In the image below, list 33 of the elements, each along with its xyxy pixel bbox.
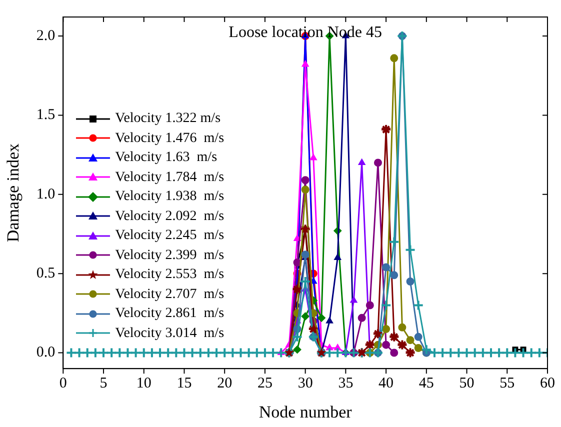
legend-label: Velocity 2.553 m/s bbox=[115, 266, 224, 284]
y-tick-label: 2.0 bbox=[36, 28, 56, 44]
x-tick-label: 60 bbox=[540, 376, 555, 392]
legend-label: Velocity 3.014 m/s bbox=[115, 324, 224, 342]
legend-label: Velocity 2.399 m/s bbox=[115, 246, 224, 264]
legend-label: Velocity 1.322 m/s bbox=[115, 110, 221, 128]
x-tick-label: 40 bbox=[378, 376, 394, 392]
x-tick-label: 10 bbox=[136, 376, 152, 392]
x-tick-label: 0 bbox=[59, 376, 67, 392]
y-tick-label: 0.0 bbox=[36, 344, 56, 361]
x-tick-label: 50 bbox=[459, 376, 474, 392]
y-tick-label: 1.5 bbox=[36, 107, 56, 124]
y-axis-title: Damage index bbox=[4, 142, 23, 242]
y-tick-label: 1.0 bbox=[36, 186, 56, 202]
legend-label: Velocity 1.476 m/s bbox=[115, 130, 224, 148]
x-tick-label: 5 bbox=[100, 376, 108, 392]
x-tick-label: 15 bbox=[176, 376, 192, 392]
x-tick-label: 20 bbox=[217, 376, 232, 392]
legend-label: Velocity 2.707 m/s bbox=[115, 286, 224, 304]
legend-label: Velocity 1.938 m/s bbox=[115, 188, 224, 206]
legend-label: Velocity 2.245 m/s bbox=[115, 227, 224, 245]
legend-label: Velocity 2.092 m/s bbox=[115, 208, 224, 226]
x-tick-label: 45 bbox=[418, 376, 434, 392]
legend-label: Velocity 1.784 m/s bbox=[115, 168, 224, 186]
x-tick-label: 25 bbox=[257, 376, 272, 392]
x-tick-label: 35 bbox=[338, 376, 354, 392]
y-tick-label: 0.5 bbox=[36, 266, 56, 282]
x-tick-label: 55 bbox=[500, 376, 515, 392]
x-axis-title: Node number bbox=[258, 402, 352, 422]
legend-label: Velocity 2.861 m/s bbox=[115, 305, 224, 323]
x-tick-label: 30 bbox=[298, 376, 313, 392]
legend-label: Velocity 1.63 m/s bbox=[115, 149, 218, 167]
chart-title: Loose location Node 45 bbox=[228, 24, 382, 42]
